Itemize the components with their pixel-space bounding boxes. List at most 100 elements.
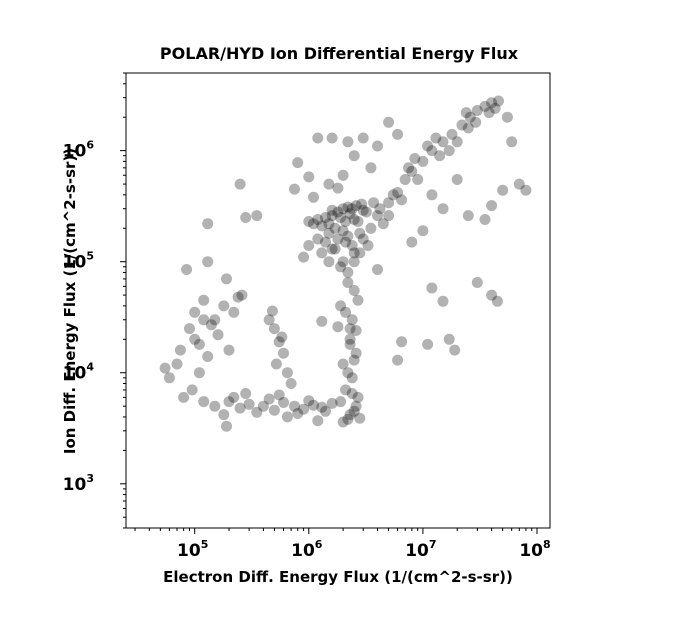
data-point — [342, 266, 354, 278]
data-point — [344, 409, 356, 421]
data-point — [462, 210, 474, 222]
data-point — [323, 227, 335, 239]
data-point — [446, 128, 458, 140]
data-point — [346, 240, 358, 251]
data-point — [372, 210, 383, 222]
data-point — [181, 264, 193, 275]
data-point — [396, 194, 408, 206]
data-point — [332, 233, 344, 245]
data-point — [383, 210, 395, 222]
data-point — [348, 256, 360, 268]
data-point — [337, 358, 349, 370]
data-point — [209, 400, 221, 412]
data-point — [368, 197, 380, 209]
data-point — [470, 116, 482, 128]
data-point — [223, 344, 235, 356]
data-point — [332, 206, 344, 218]
data-point — [497, 184, 509, 196]
data-point — [193, 367, 205, 379]
data-point — [234, 402, 246, 414]
data-point — [430, 132, 442, 144]
data-point — [422, 140, 434, 152]
data-point — [346, 314, 358, 326]
data-point — [486, 200, 498, 212]
data-point — [232, 291, 244, 303]
data-point — [491, 295, 503, 307]
data-point — [479, 100, 491, 112]
x-tick-label: 105 — [177, 538, 208, 561]
data-point — [344, 323, 356, 335]
data-point — [312, 415, 324, 427]
data-point — [337, 203, 349, 215]
data-point — [312, 132, 324, 144]
data-point — [392, 128, 404, 140]
data-point — [350, 200, 362, 212]
data-point — [392, 187, 404, 198]
y-tick-label: 106 — [63, 139, 95, 162]
data-point — [486, 97, 498, 109]
plot-frame — [125, 72, 551, 529]
data-point — [443, 333, 455, 345]
data-point — [342, 201, 354, 213]
data-point — [422, 338, 434, 350]
data-point — [350, 325, 362, 336]
data-point — [198, 396, 210, 408]
data-point — [281, 411, 293, 423]
data-point — [357, 204, 369, 216]
data-point — [340, 306, 352, 318]
data-point — [163, 372, 175, 384]
data-point — [198, 314, 210, 326]
data-point — [174, 344, 186, 356]
data-point — [340, 216, 352, 227]
data-point — [308, 218, 319, 230]
data-point — [352, 216, 364, 227]
data-point — [399, 174, 411, 185]
data-point — [348, 354, 360, 366]
data-point — [372, 140, 383, 152]
data-point — [251, 406, 263, 418]
data-point — [346, 388, 358, 399]
data-point — [240, 212, 252, 223]
y-axis-label: Ion Diff. Energy Flux (1/(cm^2-s-sr)) — [61, 148, 79, 454]
data-point — [268, 323, 280, 335]
data-point — [426, 145, 438, 157]
data-point — [403, 162, 415, 174]
data-point — [326, 210, 338, 222]
data-point — [348, 405, 360, 417]
data-point — [348, 285, 360, 296]
y-tick-label: 104 — [63, 361, 95, 384]
data-point — [289, 183, 300, 195]
data-point — [221, 420, 232, 432]
data-point — [340, 384, 352, 396]
data-point — [270, 358, 282, 370]
data-point — [243, 398, 255, 410]
data-point — [276, 331, 288, 343]
data-point — [417, 225, 429, 237]
data-point — [292, 157, 304, 169]
data-point — [406, 236, 418, 248]
data-point — [202, 218, 214, 230]
data-point — [344, 338, 356, 350]
data-point — [392, 354, 404, 366]
data-point — [285, 378, 297, 389]
data-point — [471, 105, 483, 116]
data-point — [383, 116, 395, 128]
data-point — [193, 338, 205, 350]
data-point — [348, 247, 360, 259]
data-point — [202, 351, 214, 362]
data-point — [189, 306, 201, 318]
data-point — [268, 404, 280, 416]
data-point — [278, 347, 289, 359]
data-point — [362, 240, 374, 251]
data-point — [342, 367, 354, 379]
data-point — [228, 391, 240, 403]
data-point — [335, 300, 347, 312]
data-point — [337, 225, 349, 237]
data-point — [298, 251, 310, 263]
data-point — [479, 214, 491, 225]
data-point — [186, 384, 198, 396]
data-point — [316, 247, 328, 259]
data-point — [462, 122, 474, 134]
data-point — [326, 397, 338, 409]
